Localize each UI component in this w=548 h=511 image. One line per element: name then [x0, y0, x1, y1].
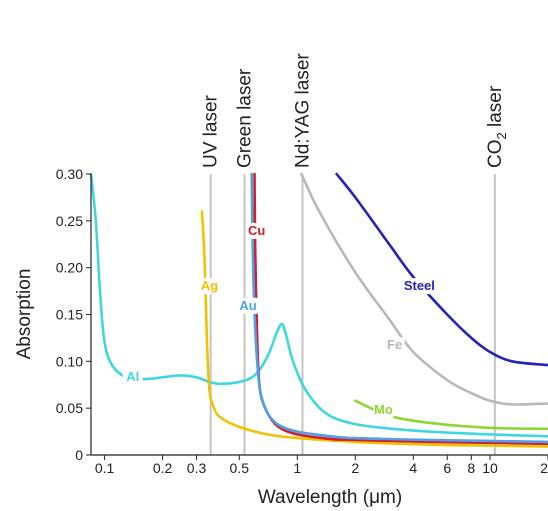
- series-curves: [89, 172, 548, 448]
- y-tick-label: 0.25: [56, 213, 83, 229]
- x-tick-label: 0.5: [230, 460, 250, 476]
- laser-label: Nd:YAG laser: [292, 53, 313, 168]
- laser-label: UV laser: [201, 94, 222, 168]
- x-tick-label: 1: [293, 460, 301, 476]
- y-tick-label: 0.15: [56, 307, 83, 323]
- series-label-ag: Ag: [201, 278, 218, 293]
- series-labels: Al Ag Cu Au Mo Fe Steel: [122, 222, 442, 418]
- x-tick-label: 0.3: [187, 460, 207, 476]
- y-tick-label: 0: [75, 447, 83, 463]
- series-label-mo: Mo: [374, 402, 393, 417]
- x-tick-label: 20: [540, 460, 548, 476]
- series-line-fe: [300, 172, 548, 406]
- series-label-steel: Steel: [404, 278, 435, 293]
- series-label-bg: [238, 297, 259, 314]
- series-line-cu: [253, 172, 548, 446]
- x-axis-title: Wavelength (μm): [258, 487, 402, 508]
- laser-label: Green laser: [234, 68, 255, 168]
- series-label-al: Al: [126, 369, 139, 384]
- series-label-fe: Fe: [387, 337, 402, 352]
- x-tick-label: 6: [443, 460, 451, 476]
- x-tick-label: 0.1: [95, 460, 115, 476]
- x-tick-label: 4: [409, 460, 417, 476]
- series-line-al: [89, 172, 548, 438]
- series-label-bg: [199, 278, 220, 295]
- laser-label: CO2 laser: [485, 85, 509, 168]
- y-axis-title: Absorption: [14, 269, 35, 360]
- series-label-bg: [397, 278, 442, 295]
- y-tick-label: 0.20: [56, 260, 83, 276]
- series-label-bg: [373, 401, 394, 418]
- series-line-steel: [335, 172, 548, 367]
- y-tick-label: 0.10: [56, 353, 83, 369]
- y-tick-label: 0.05: [56, 400, 83, 416]
- x-ticks: 0.1 0.2 0.3 0.5 1 2 4 68 10 20: [95, 455, 548, 476]
- series-label-au: Au: [239, 298, 256, 313]
- series-label-bg: [384, 337, 405, 354]
- series-label-bg: [122, 369, 143, 386]
- x-tick-label: 2: [351, 460, 359, 476]
- laser-labels: UV laser Green laser Nd:YAG laser CO2 laser: [201, 53, 509, 168]
- series-line-ag: [200, 210, 548, 448]
- series-label-bg: [246, 222, 267, 239]
- laser-lines: [209, 174, 496, 455]
- x-tick-label: 0.2: [153, 460, 173, 476]
- y-tick-label: 0.30: [56, 166, 83, 182]
- x-tick-label: 10: [482, 460, 498, 476]
- series-line-au: [250, 172, 548, 444]
- x-tick-label: 8: [467, 460, 475, 476]
- y-ticks: 0 0.05 0.10 0.15 0.20 0.25 0.30: [56, 166, 91, 463]
- series-label-cu: Cu: [248, 223, 265, 238]
